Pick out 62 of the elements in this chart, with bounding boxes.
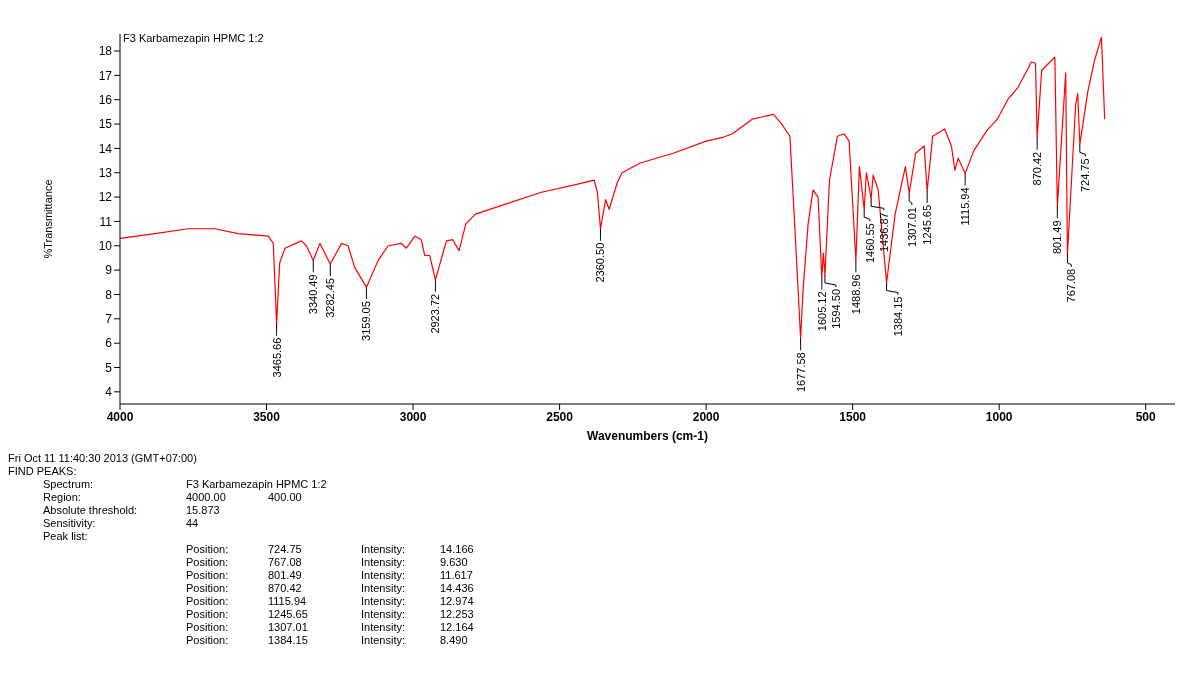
annotation: 1307.01 bbox=[905, 207, 918, 247]
y-axis-title: %Transmittance bbox=[41, 179, 54, 259]
x-tick-label: 4000 bbox=[106, 409, 134, 424]
x-tick-label: 1500 bbox=[839, 409, 867, 424]
y-tick-label: 13 bbox=[98, 166, 113, 181]
text: Position: 767.08 Intensity: 9.630 bbox=[186, 556, 468, 568]
y-tick-label: 7 bbox=[105, 312, 113, 327]
text: Region: 4000.00 400.00 bbox=[43, 491, 302, 503]
y-tick-label: 10 bbox=[98, 239, 113, 254]
x-tick-label: 1000 bbox=[985, 409, 1013, 424]
text: FIND PEAKS: bbox=[8, 465, 77, 478]
line-series bbox=[120, 36, 1106, 339]
text: Peak list: bbox=[43, 530, 88, 543]
y-tick-label: 17 bbox=[98, 68, 113, 83]
annotation: 3340.49 bbox=[307, 274, 320, 315]
y-tick-label: 5 bbox=[105, 360, 113, 375]
x-tick-label: 2000 bbox=[692, 409, 720, 424]
annotation: 1677.58 bbox=[794, 352, 807, 393]
y-tick-label: 6 bbox=[105, 336, 113, 351]
text: Position: 1115.94 Intensity: 12.974 bbox=[186, 595, 474, 607]
annotation: 801.49 bbox=[1051, 220, 1064, 255]
annotation: 1245.65 bbox=[921, 204, 934, 245]
text: Sensitivity: 44 bbox=[43, 517, 199, 529]
annotation: 2360.50 bbox=[594, 242, 607, 283]
text: Fri Oct 11 11:40:30 2013 (GMT+07:00) bbox=[8, 452, 197, 465]
y-tick-label: 14 bbox=[98, 141, 113, 156]
y-tick-label: 11 bbox=[99, 214, 113, 229]
y-tick-label: 18 bbox=[98, 44, 113, 59]
y-tick-label: 8 bbox=[105, 287, 113, 302]
x-tick-label: 500 bbox=[1135, 409, 1157, 424]
annotation: 2923.72 bbox=[429, 293, 442, 334]
text: Position: 1384.15 Intensity: 8.490 bbox=[186, 634, 468, 646]
text: Position: 1307.01 Intensity: 12.164 bbox=[186, 621, 474, 633]
annotation: 1115.94 bbox=[959, 187, 972, 226]
annotation: 1605.12 bbox=[815, 291, 828, 332]
text: Absolute threshold: 15.873 bbox=[43, 504, 220, 516]
y-tick-label: 9 bbox=[105, 263, 113, 278]
annotation: 724.75 bbox=[1079, 158, 1092, 193]
annotation: 3159.05 bbox=[360, 301, 373, 341]
y-tick-label: 16 bbox=[98, 92, 113, 107]
annotation: 1488.96 bbox=[849, 274, 862, 315]
text: Position: 1245.65 Intensity: 12.253 bbox=[186, 608, 474, 620]
text: Position: 724.75 Intensity: 14.166 bbox=[186, 543, 474, 555]
text: Position: 870.42 Intensity: 14.436 bbox=[186, 582, 474, 594]
annotation: 1460.55 bbox=[863, 223, 876, 264]
y-tick-label: 15 bbox=[98, 117, 113, 132]
x-tick-label: 3500 bbox=[253, 409, 281, 424]
y-tick-label: 12 bbox=[98, 190, 113, 205]
text: Position: 801.49 Intensity: 11.617 bbox=[186, 569, 473, 581]
annotation: 1436.87 bbox=[877, 212, 890, 253]
annotation: 3465.66 bbox=[270, 337, 283, 378]
chart-title: F3 Karbamezapin HPMC 1:2 bbox=[123, 32, 264, 44]
annotation: 1384.15 bbox=[891, 296, 904, 337]
annotation: 1594.50 bbox=[829, 288, 842, 329]
annotation: 870.42 bbox=[1031, 151, 1044, 186]
text: Spectrum: F3 Karbamezapin HPMC 1:2 bbox=[43, 478, 327, 490]
x-tick-label: 2500 bbox=[546, 409, 574, 424]
annotation: 3282.45 bbox=[324, 278, 337, 318]
annotation: 767.08 bbox=[1065, 268, 1078, 303]
x-axis-title: Wavenumbers (cm-1) bbox=[587, 429, 708, 443]
y-tick-label: 4 bbox=[105, 385, 113, 400]
x-tick-label: 3000 bbox=[399, 409, 427, 424]
